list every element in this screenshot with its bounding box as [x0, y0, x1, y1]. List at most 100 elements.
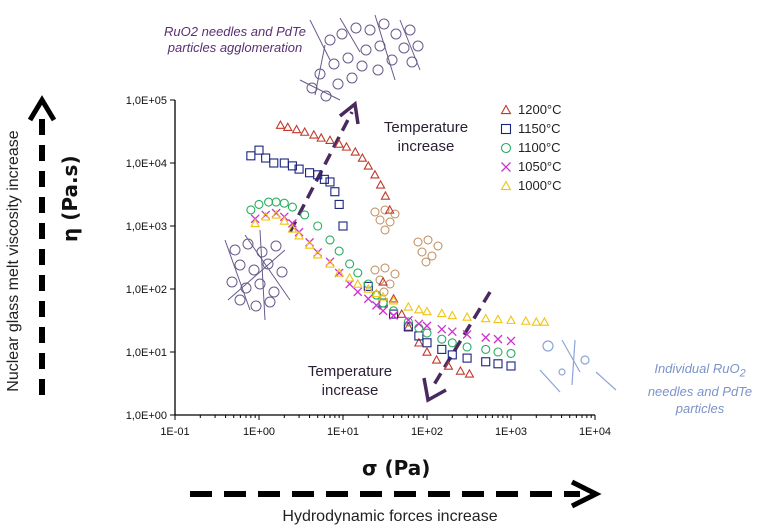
chart-legend: 1200°C 1150°C 1100°C 1050°C 1000°C: [498, 100, 562, 195]
y-tick-label: 1,0E+02: [126, 284, 167, 296]
data-point: [326, 178, 334, 186]
data-point: [339, 222, 347, 230]
data-point: [404, 303, 412, 310]
data-point: [507, 337, 515, 345]
data-point: [482, 333, 490, 341]
y-tick-label: 1,0E+03: [126, 221, 167, 233]
data-point: [494, 335, 502, 343]
data-point: [494, 348, 502, 356]
hydrodynamic-arrow: [190, 482, 596, 506]
legend-item: 1150°C: [498, 119, 562, 138]
y-tick-label: 1,0E+01: [126, 347, 167, 359]
data-point: [494, 315, 502, 322]
data-point: [272, 211, 280, 218]
legend-item: 1000°C: [498, 176, 562, 195]
legend-item: 1200°C: [498, 100, 562, 119]
data-point: [433, 356, 441, 363]
data-point: [280, 217, 288, 224]
data-point: [423, 329, 431, 337]
y-tick-label: 1,0E+05: [126, 95, 167, 107]
data-point: [270, 159, 278, 167]
data-point: [415, 306, 423, 313]
series-square: [247, 146, 515, 370]
data-point: [301, 128, 309, 135]
data-point: [502, 124, 511, 133]
x-tick-label: 1E+00: [243, 426, 275, 438]
data-point: [390, 307, 398, 315]
data-point: [276, 121, 284, 128]
x-tick-label: 1E+03: [495, 426, 527, 438]
data-point: [448, 339, 456, 347]
y-axis-title: η (Pa.s): [58, 155, 82, 242]
data-point: [314, 222, 322, 230]
y-tick-label: 1,0E+04: [126, 158, 167, 170]
data-point: [456, 367, 464, 374]
data-point: [522, 317, 530, 324]
x-tick-label: 1E+01: [327, 426, 359, 438]
legend-label: 1000°C: [518, 178, 562, 193]
legend-marker: [498, 159, 514, 175]
data-point: [351, 148, 359, 155]
x-tick-label: 1E+02: [411, 426, 443, 438]
data-point: [326, 136, 334, 143]
data-point: [482, 345, 490, 353]
legend-item: 1100°C: [498, 138, 562, 157]
data-point: [262, 213, 270, 220]
data-point: [379, 307, 387, 315]
legend-marker: [498, 140, 514, 156]
temperature-arrow-bottom: [424, 292, 490, 400]
legend-label: 1200°C: [518, 102, 562, 117]
data-point: [438, 345, 446, 353]
data-point: [463, 354, 471, 362]
legend-label: 1050°C: [518, 159, 562, 174]
data-point: [346, 260, 354, 268]
legend-marker: [498, 102, 514, 118]
data-point: [463, 343, 471, 351]
data-point: [423, 348, 431, 355]
data-point: [448, 328, 456, 336]
legend-marker: [498, 178, 514, 194]
data-point: [507, 362, 515, 370]
data-point: [317, 134, 325, 141]
data-point: [532, 318, 540, 325]
data-point: [423, 339, 431, 347]
data-point: [354, 280, 362, 287]
individual-needles-note: Individual RuO2 needles and PdTe particl…: [640, 360, 760, 417]
data-point: [502, 181, 511, 189]
data-point: [280, 199, 288, 207]
legend-label: 1100°C: [518, 140, 561, 155]
data-point: [371, 171, 379, 178]
data-point: [326, 236, 334, 244]
data-point: [346, 274, 354, 281]
data-point: [507, 316, 515, 323]
data-point: [502, 105, 511, 113]
data-point: [438, 325, 446, 333]
data-point: [364, 295, 372, 303]
data-point: [335, 200, 343, 208]
data-point: [255, 200, 263, 208]
data-point: [310, 131, 318, 138]
data-point: [314, 251, 322, 258]
data-point: [415, 324, 423, 332]
data-point: [494, 360, 502, 368]
temperature-increase-label-top: Temperature increase: [366, 118, 486, 156]
x-tick-label: 1E-01: [160, 426, 189, 438]
y-tick-label: 1,0E+00: [126, 410, 167, 422]
x-axis-title: σ (Pa): [362, 456, 430, 480]
data-point: [379, 278, 387, 285]
data-point: [381, 192, 389, 199]
data-point: [415, 320, 423, 328]
needle-illustration-right: [540, 340, 616, 392]
data-point: [364, 162, 372, 169]
data-point: [306, 169, 314, 177]
viscosity-arrow: [30, 100, 54, 395]
temperature-increase-label-bottom: Temperature increase: [290, 362, 410, 400]
data-point: [463, 313, 471, 320]
series-triangle: [276, 121, 473, 377]
cluster-illustration-middle: [371, 206, 442, 296]
data-point: [288, 203, 296, 211]
data-point: [251, 219, 259, 226]
data-point: [438, 309, 446, 316]
data-point: [448, 311, 456, 318]
x-tick-label: 1E+04: [579, 426, 611, 438]
